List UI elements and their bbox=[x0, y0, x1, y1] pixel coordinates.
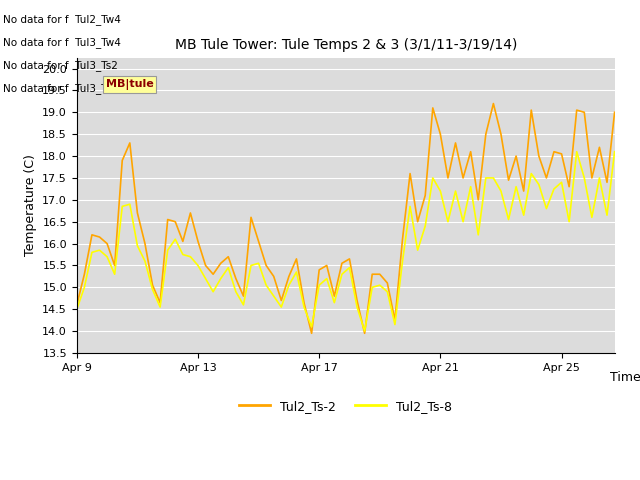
Tul2_Ts-8 bbox=[361, 328, 369, 334]
Tul2_Ts-8 bbox=[383, 289, 391, 295]
Title: MB Tule Tower: Tule Temps 2 & 3 (3/1/11-3/19/14): MB Tule Tower: Tule Temps 2 & 3 (3/1/11-… bbox=[175, 38, 517, 52]
Tul2_Ts-2 bbox=[444, 175, 452, 181]
Tul2_Ts-8 bbox=[421, 223, 429, 229]
Legend: Tul2_Ts-2, Tul2_Ts-8: Tul2_Ts-2, Tul2_Ts-8 bbox=[234, 395, 457, 418]
Text: No data for f  Tul3_Ts8: No data for f Tul3_Ts8 bbox=[3, 84, 118, 95]
Line: Tul2_Ts-2: Tul2_Ts-2 bbox=[77, 104, 614, 333]
Text: No data for f  Tul2_Tw4: No data for f Tul2_Tw4 bbox=[3, 14, 121, 25]
Tul2_Ts-8 bbox=[611, 149, 618, 155]
Tul2_Ts-2 bbox=[580, 109, 588, 115]
Tul2_Ts-8 bbox=[580, 175, 588, 181]
Text: MB|tule: MB|tule bbox=[106, 79, 154, 90]
Line: Tul2_Ts-8: Tul2_Ts-8 bbox=[77, 152, 614, 331]
Tul2_Ts-2 bbox=[148, 282, 156, 288]
Tul2_Ts-2 bbox=[73, 302, 81, 308]
X-axis label: Time: Time bbox=[610, 371, 640, 384]
Text: No data for f  Tul3_Ts2: No data for f Tul3_Ts2 bbox=[3, 60, 118, 72]
Y-axis label: Temperature (C): Temperature (C) bbox=[24, 155, 36, 256]
Tul2_Ts-8 bbox=[444, 219, 452, 225]
Tul2_Ts-8 bbox=[148, 287, 156, 292]
Tul2_Ts-2 bbox=[383, 280, 391, 286]
Text: No data for f  Tul3_Tw4: No data for f Tul3_Tw4 bbox=[3, 37, 121, 48]
Tul2_Ts-2 bbox=[308, 330, 316, 336]
Tul2_Ts-2 bbox=[490, 101, 497, 107]
Tul2_Ts-2 bbox=[421, 192, 429, 198]
Tul2_Ts-2 bbox=[611, 109, 618, 115]
Tul2_Ts-2 bbox=[255, 239, 262, 244]
Tul2_Ts-8 bbox=[73, 306, 81, 312]
Tul2_Ts-8 bbox=[255, 261, 262, 266]
Tul2_Ts-8 bbox=[573, 149, 580, 155]
